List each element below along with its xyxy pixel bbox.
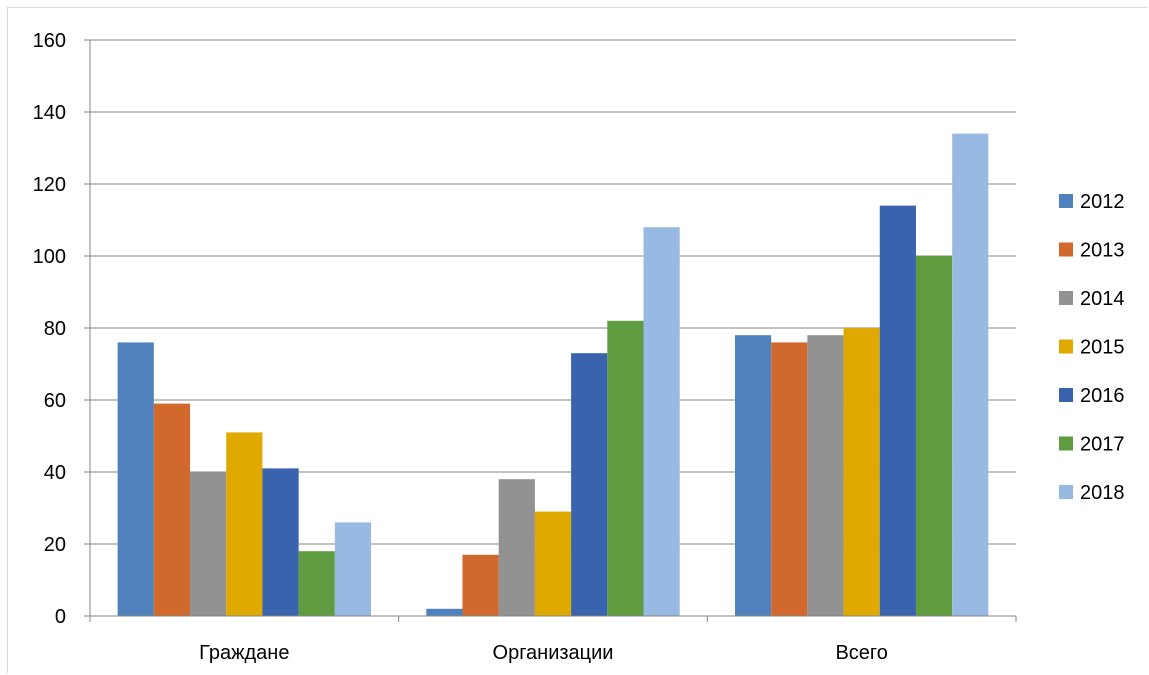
legend-swatch-2013 [1059, 242, 1073, 257]
bar-2016 [879, 205, 916, 616]
legend-swatch-2018 [1059, 485, 1073, 499]
y-tick-label: 20 [44, 534, 66, 556]
bar-2014 [498, 479, 535, 616]
legend-label: 2015 [1080, 337, 1125, 359]
bar-2012 [734, 335, 772, 616]
bar-2012 [426, 608, 463, 616]
legend-label: 2017 [1080, 434, 1125, 456]
y-tick-label: 40 [44, 462, 66, 484]
y-tick-label: 60 [44, 390, 66, 412]
y-tick-label: 0 [55, 606, 66, 628]
legend-label: 2018 [1080, 482, 1125, 504]
x-tick-label: Граждане [199, 642, 289, 664]
legend-swatch-2012 [1059, 194, 1073, 208]
legend-label: 2016 [1080, 385, 1125, 407]
legend-swatch-2017 [1059, 436, 1073, 451]
bar-2018 [952, 133, 989, 616]
legend-label: 2013 [1080, 240, 1125, 262]
bar-2013 [771, 342, 808, 616]
legend-label: 2012 [1080, 191, 1125, 213]
x-tick-label: Организации [493, 642, 614, 664]
y-tick-label: 140 [33, 102, 66, 124]
legend: 2012 2013 2014 2015 2016 2017 2018 [1059, 191, 1125, 504]
y-axis-tick-labels: 0 20 40 60 80 100 120 140 160 [33, 30, 66, 628]
bar-2018 [643, 227, 680, 616]
y-tick-label: 160 [33, 30, 66, 52]
axes [84, 39, 1017, 622]
bar-2017 [298, 551, 335, 616]
x-axis-tick-labels: Граждане Организации Всего [199, 642, 888, 664]
bar-2015 [226, 432, 263, 616]
bar-2014 [807, 335, 844, 616]
bar-2018 [334, 522, 372, 616]
y-tick-label: 100 [33, 246, 66, 268]
legend-label: 2014 [1080, 288, 1125, 310]
legend-swatch-2014 [1059, 291, 1073, 305]
y-tick-label: 80 [44, 318, 66, 340]
bar-2016 [571, 353, 608, 616]
legend-swatch-2016 [1059, 388, 1073, 402]
y-tick-label: 120 [33, 174, 66, 196]
bar-2013 [153, 403, 191, 616]
chart-frame [7, 7, 1147, 673]
bar-2014 [190, 472, 227, 616]
bar-2017 [915, 256, 953, 616]
bar-2015 [843, 328, 880, 616]
bar-2015 [534, 511, 572, 616]
legend-swatch-2015 [1059, 339, 1073, 354]
bar-2012 [117, 342, 154, 616]
bar-2013 [462, 554, 499, 616]
bar-2017 [607, 320, 644, 616]
x-tick-label: Всего [835, 642, 887, 664]
bars [117, 133, 989, 616]
bar-2016 [262, 468, 299, 616]
